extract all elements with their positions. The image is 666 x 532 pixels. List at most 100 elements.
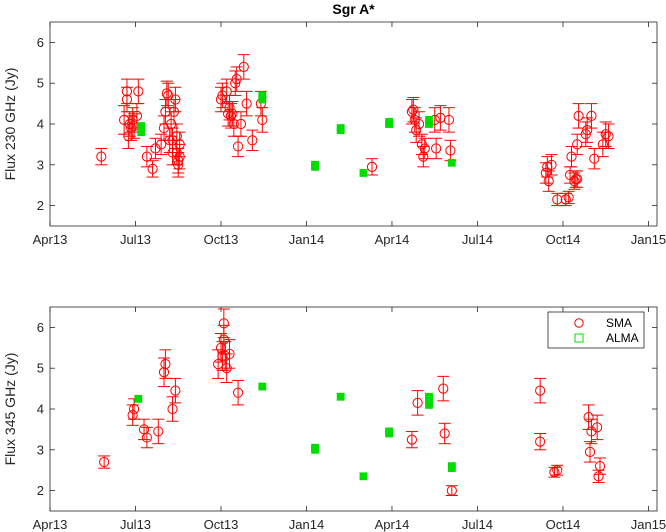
sma-marker [128,403,140,415]
sma-point [95,147,108,166]
sma-marker [594,461,606,472]
x-tick-label: Oct13 [204,517,239,532]
sma-marker [439,428,450,439]
alma-marker [311,162,319,171]
sma-marker [573,110,584,121]
sma-marker [99,456,110,468]
sma-marker [224,348,235,360]
sma-marker [580,129,591,140]
alma-marker [385,429,394,438]
x-tick-label: Jul14 [462,232,493,247]
sma-point [437,375,450,402]
sma-marker [257,114,268,126]
sma-point [152,418,165,445]
sma-marker [413,118,425,130]
alma-marker [134,394,143,403]
sma-marker [445,145,456,156]
y-tick-label: 5 [37,361,44,376]
sma-marker [552,465,563,476]
sma-marker [174,151,185,162]
sma-marker [543,176,554,187]
alma-marker [311,445,319,454]
sma-marker [153,426,164,437]
sma-marker [224,102,235,113]
sma-point [599,121,612,147]
alma-marker [425,120,433,128]
sma-point [146,160,159,178]
sma-marker [412,397,423,408]
x-tick-label: Jul13 [120,517,151,532]
x-tick-label: Oct14 [546,232,581,247]
sma-marker [443,114,455,126]
x-tick-label: Oct13 [204,232,239,247]
sma-marker [173,155,184,166]
legend-label-sma: SMA [606,316,632,330]
sma-point [169,377,182,404]
sma-marker [230,78,241,89]
y-tick-label: 2 [37,483,44,498]
sma-point [411,390,424,416]
sma-marker [156,139,167,150]
sma-point [539,162,552,184]
sma-marker [563,192,574,203]
sma-marker [583,412,594,423]
sma-marker [411,125,422,136]
y-tick-label: 6 [37,35,44,50]
sma-marker [170,94,181,105]
sma-marker [560,194,571,205]
series-sma [95,54,615,207]
x-tick-label: Jan14 [289,517,324,532]
legend-label-alma: ALMA [606,331,639,345]
chart-title: Sgr A* [332,1,375,17]
x-tick-label: Apr13 [33,517,68,532]
sma-marker [584,446,596,457]
y-tick-label: 3 [37,442,44,457]
sma-point [588,147,601,170]
sma-marker [438,383,449,394]
sma-marker [589,153,600,164]
sma-marker [592,422,603,433]
sma-marker [228,118,239,130]
sma-point [594,457,607,475]
sma-point [126,404,139,426]
sma-point [545,154,558,176]
sma-marker [546,159,557,170]
y-axis-label: Flux 345 GHz (Jy) [2,353,18,466]
series-sma [98,308,607,496]
sma-point [572,103,585,129]
sma-marker [552,194,563,205]
series-alma [137,91,456,177]
sma-marker [96,151,107,162]
sma-point [223,339,236,369]
alma-marker [447,158,456,167]
sma-marker [572,139,583,150]
sma-point [534,377,547,404]
sma-point [256,107,269,133]
sma-marker [127,410,138,421]
x-tick-label: Jul14 [462,517,493,532]
alma-marker [258,95,267,104]
sma-marker [535,436,546,447]
y-tick-label: 4 [37,402,44,417]
x-tick-label: Apr14 [375,517,410,532]
alma-marker [447,464,456,473]
sma-point [444,139,457,162]
panel-345ghz: 2 3 4 5 6 Apr13 Jul13 Oct13 Jan14 Apr14 Jul14 Oct14… [2,306,666,532]
sma-point [571,133,584,156]
sma-marker [131,110,143,121]
sma-marker [147,163,158,174]
x-tick-label: Jan15 [631,232,666,247]
sma-point [98,455,111,469]
sma-point [160,80,173,107]
alma-marker [359,472,368,481]
sma-point [246,129,259,152]
sma-marker [241,98,252,109]
sma-marker [549,467,560,478]
legend-sma-marker [574,318,584,328]
sma-point [132,78,145,105]
sma-point [591,414,604,441]
y-tick-label: 2 [37,198,44,213]
sma-marker [603,131,614,142]
sma-point [155,133,168,156]
series-alma [134,382,456,481]
